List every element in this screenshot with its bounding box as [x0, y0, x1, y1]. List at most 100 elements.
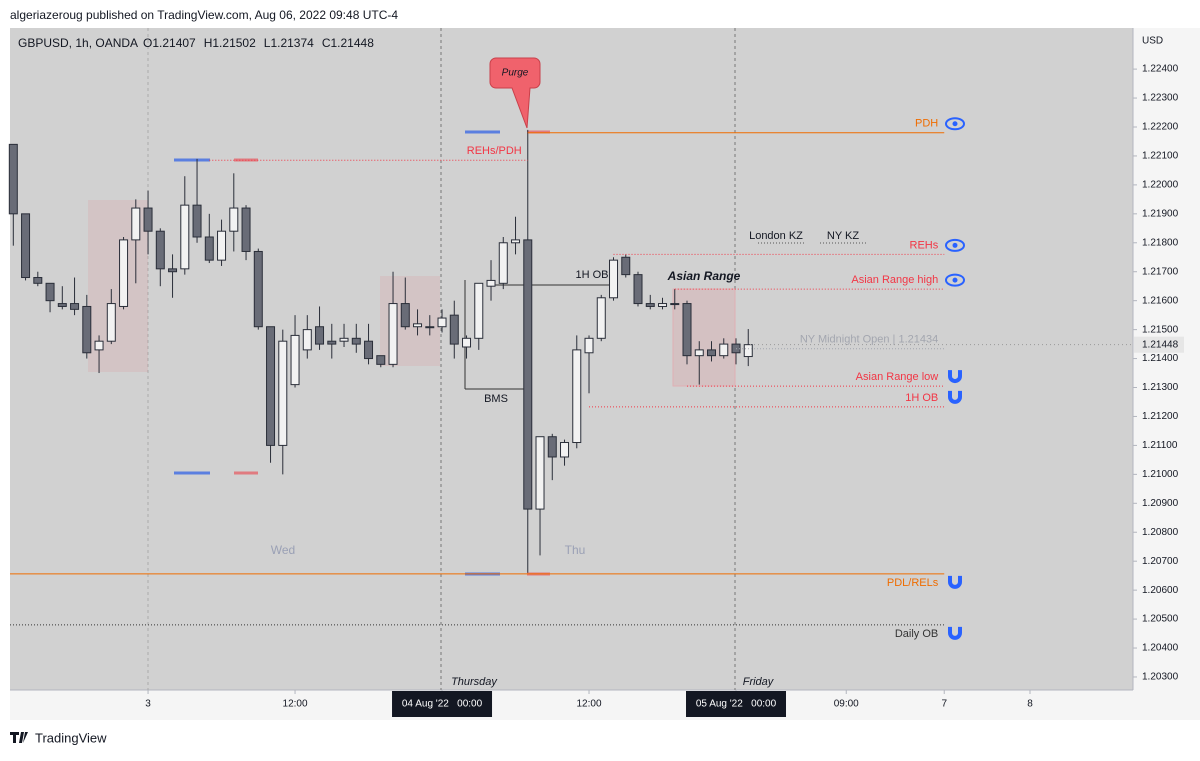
annotation: Asian Range: [667, 269, 741, 283]
candle-body: [339, 337, 349, 342]
candle-body: [413, 323, 423, 328]
level-label: Daily OB: [895, 628, 938, 640]
day-label: Thursday: [451, 676, 498, 688]
day-label: Friday: [743, 676, 775, 688]
candle-body: [57, 303, 67, 307]
y-tick-label: 1.21500: [1142, 324, 1179, 335]
x-tick-highlight: [392, 691, 493, 717]
price-axis: [1133, 28, 1200, 690]
candle-body: [168, 268, 178, 273]
x-tick-highlight: [686, 691, 787, 717]
purge-callout: Purge: [489, 57, 541, 129]
candle-body: [584, 337, 594, 354]
candle-body: [45, 282, 55, 302]
y-tick-label: 1.21000: [1142, 469, 1179, 480]
eye-pupil: [952, 242, 958, 248]
y-tick-label: 1.22000: [1142, 180, 1179, 191]
candle-body: [82, 305, 92, 354]
level-label: PDL/RELs: [887, 577, 939, 589]
candle-body: [217, 230, 227, 261]
candle-body: [180, 204, 190, 270]
candle-body: [266, 326, 276, 446]
candle-body: [474, 282, 484, 339]
x-tick-label: 3: [145, 699, 151, 710]
magnet-icon: [948, 575, 962, 589]
footer-logo: [10, 732, 28, 743]
candle-body: [33, 277, 43, 284]
candle-body: [106, 303, 116, 342]
ohlc-value: O1.21407: [143, 36, 196, 50]
candle-body: [204, 236, 214, 261]
magnet-icon: [948, 390, 962, 404]
y-tick-label: 1.20800: [1142, 527, 1179, 538]
candle-body: [143, 207, 153, 232]
x-tick-label: 12:00: [577, 699, 602, 710]
candle-body: [743, 344, 753, 358]
candles: [8, 129, 753, 573]
candle-body: [241, 207, 251, 252]
time-axis: [10, 690, 1200, 720]
candle-body: [596, 297, 606, 339]
y-tick-label: 1.21900: [1142, 208, 1179, 219]
y-tick-label: 1.22400: [1142, 64, 1179, 75]
candle-body: [290, 334, 300, 386]
eye-icon: [945, 117, 965, 131]
candle-body: [658, 303, 668, 307]
x-tick-label: 05 Aug '22 00:00: [696, 699, 777, 710]
candle-body: [462, 337, 472, 348]
candle-body: [694, 349, 704, 357]
candle-body: [192, 204, 202, 238]
level-label: PDH: [915, 118, 938, 130]
annotation: BMS: [484, 393, 508, 405]
y-tick-label: 1.22300: [1142, 93, 1179, 104]
y-tick-label: 1.20900: [1142, 498, 1179, 509]
x-tick-label: 09:00: [834, 699, 859, 710]
candle-body: [645, 303, 655, 307]
candle-body: [302, 329, 312, 351]
candle-body: [621, 256, 631, 276]
candle-body: [119, 239, 129, 307]
y-tick-label: 1.20400: [1142, 643, 1179, 654]
plot-background: [10, 28, 1133, 690]
candle-body: [682, 303, 692, 357]
level-label: REHs/PDH: [467, 145, 522, 157]
structure-lines: [464, 280, 610, 390]
y-tick-label: 1.20500: [1142, 614, 1179, 625]
candle-body: [364, 340, 374, 360]
x-tick-label: 04 Aug '22 00:00: [402, 699, 483, 710]
eye-pupil: [952, 121, 958, 127]
annotation: Purge: [502, 68, 529, 79]
publisher: algeriazeroug published on TradingView.c…: [10, 8, 398, 22]
annotation: London KZ: [749, 230, 803, 242]
candle-body: [94, 340, 104, 351]
candle-body: [560, 442, 570, 458]
candle-body: [572, 349, 582, 444]
y-tick-label: 1.21800: [1142, 237, 1179, 248]
last-price-tag: [1134, 336, 1184, 353]
candle-body: [670, 303, 680, 306]
candle-body: [376, 355, 386, 365]
y-tick-label: 1.20600: [1142, 585, 1179, 596]
y-tick-label: 1.21600: [1142, 295, 1179, 306]
ohlc-value: H1.21502: [204, 36, 256, 50]
y-tick-label: 1.20300: [1142, 672, 1179, 683]
candle-body: [253, 250, 263, 328]
magnet-icon: [948, 370, 962, 384]
candle-body: [609, 259, 619, 299]
day-watermark: Wed: [271, 543, 295, 557]
candle-body: [535, 436, 545, 510]
x-tick-label: 7: [941, 699, 947, 710]
candle-body: [229, 207, 239, 232]
level-label: Asian Range high: [851, 274, 938, 286]
candle-body: [8, 143, 18, 215]
candle-body: [388, 303, 398, 365]
ohlc-value: C1.21448: [322, 36, 374, 50]
candle-body: [498, 242, 508, 284]
candle-body: [278, 340, 288, 446]
y-tick-label: 1.21300: [1142, 382, 1179, 393]
y-tick-label: 1.21400: [1142, 353, 1179, 364]
eye-icon: [945, 238, 965, 252]
candle-body: [327, 340, 337, 345]
annotation: 1H OB: [575, 269, 608, 281]
symbol: GBPUSD, 1h, OANDA: [18, 36, 138, 50]
